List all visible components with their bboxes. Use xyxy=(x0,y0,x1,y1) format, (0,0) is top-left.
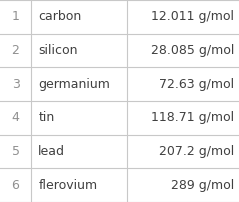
Text: 72.63 g/mol: 72.63 g/mol xyxy=(159,78,234,91)
Text: carbon: carbon xyxy=(38,10,81,23)
Text: 5: 5 xyxy=(11,145,20,158)
Text: 12.011 g/mol: 12.011 g/mol xyxy=(151,10,234,23)
Text: silicon: silicon xyxy=(38,44,78,57)
Text: germanium: germanium xyxy=(38,78,110,91)
Text: 2: 2 xyxy=(12,44,19,57)
Text: 4: 4 xyxy=(12,111,19,124)
Text: 1: 1 xyxy=(12,10,19,23)
Text: tin: tin xyxy=(38,111,54,124)
Text: 6: 6 xyxy=(12,179,19,192)
Text: 118.71 g/mol: 118.71 g/mol xyxy=(151,111,234,124)
Text: 3: 3 xyxy=(12,78,19,91)
Text: lead: lead xyxy=(38,145,65,158)
Text: 289 g/mol: 289 g/mol xyxy=(171,179,234,192)
Text: 28.085 g/mol: 28.085 g/mol xyxy=(151,44,234,57)
Text: flerovium: flerovium xyxy=(38,179,97,192)
Text: 207.2 g/mol: 207.2 g/mol xyxy=(159,145,234,158)
